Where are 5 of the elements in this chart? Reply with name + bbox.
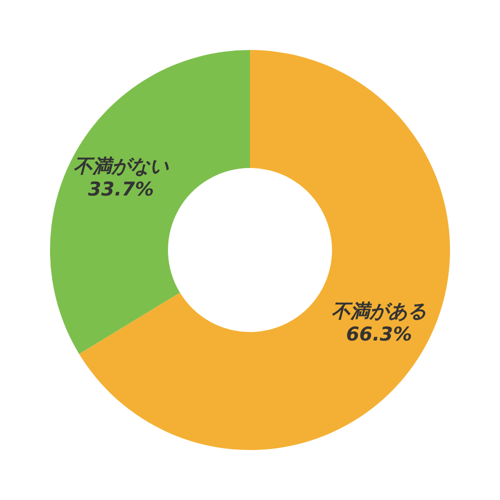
data-label: 66.3% [346,324,412,346]
data-label: 33.7% [88,178,154,200]
donut-slice [50,50,250,354]
slice-label: 不満がない [73,155,170,178]
slice-label: 不満がある [332,300,427,323]
